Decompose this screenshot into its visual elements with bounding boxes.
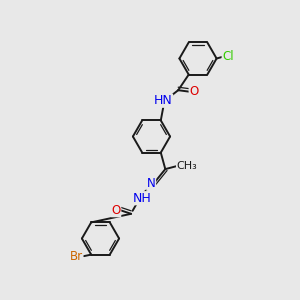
Text: N: N <box>147 177 156 190</box>
Text: Cl: Cl <box>222 50 234 64</box>
Text: O: O <box>112 204 121 217</box>
Text: CH₃: CH₃ <box>176 161 197 171</box>
Text: NH: NH <box>133 192 151 205</box>
Text: HN: HN <box>154 94 172 107</box>
Text: Br: Br <box>70 250 83 262</box>
Text: O: O <box>189 85 198 98</box>
